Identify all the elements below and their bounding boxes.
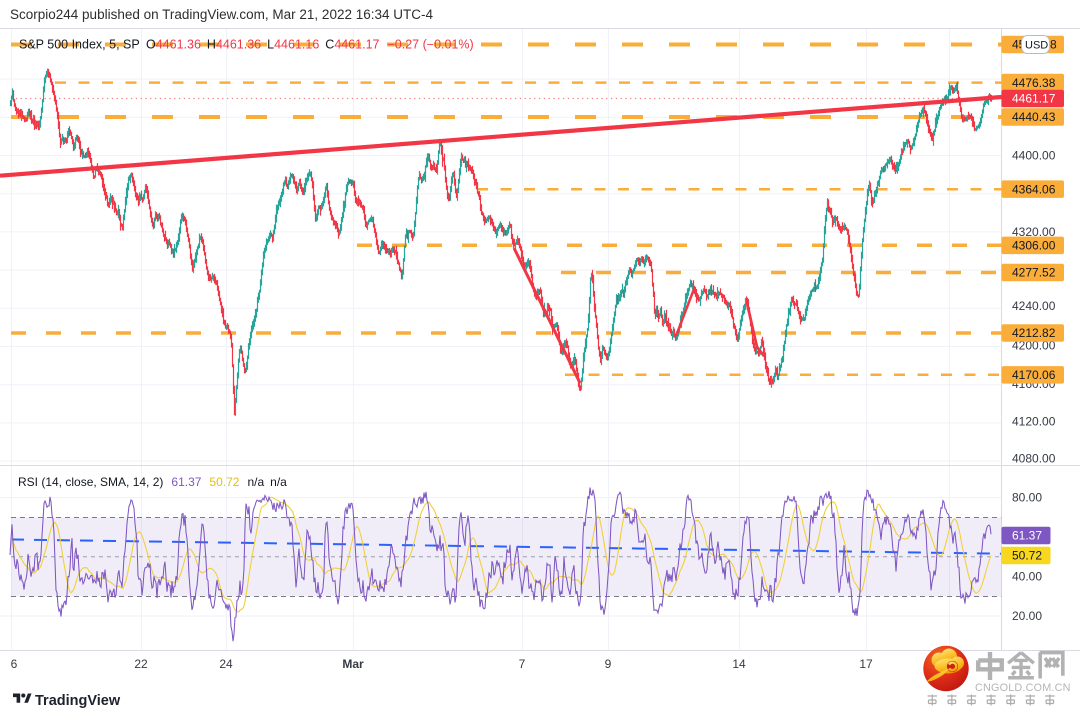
svg-text:50.72: 50.72 [1012,549,1042,563]
svg-text:6: 6 [11,657,18,671]
svg-text:4277.52: 4277.52 [1012,266,1056,280]
svg-text:17: 17 [859,657,873,671]
svg-text:4461.17: 4461.17 [1012,92,1056,106]
svg-text:Mar: Mar [342,657,364,671]
svg-text:RSI (14, close, SMA, 14, 2)61.: RSI (14, close, SMA, 14, 2) 61.37 50.72 n/a… [18,475,287,489]
svg-text:Scorpio244 published on Tradin: Scorpio244 published on TradingView.com,… [10,7,433,22]
svg-text:20.00: 20.00 [1012,609,1042,623]
svg-text:4240.00: 4240.00 [1012,299,1056,313]
svg-text:4080.00: 4080.00 [1012,452,1056,466]
svg-text:24: 24 [219,657,233,671]
svg-text:14: 14 [732,657,746,671]
svg-text:4364.06: 4364.06 [1012,182,1056,196]
svg-text:40.00: 40.00 [1012,570,1042,584]
svg-text:61.37: 61.37 [1012,529,1042,543]
svg-text:4306.00: 4306.00 [1012,239,1056,253]
svg-text:4200.00: 4200.00 [1012,339,1056,353]
svg-text:4170.06: 4170.06 [1012,368,1056,382]
svg-text:8: 8 [1050,38,1057,52]
svg-text:4212.82: 4212.82 [1012,326,1056,340]
svg-text:TradingView: TradingView [35,693,121,709]
svg-text:22: 22 [134,657,148,671]
svg-text:CNGOLD.COM.CN: CNGOLD.COM.CN [975,682,1071,694]
svg-text:4440.43: 4440.43 [1012,110,1056,124]
svg-text:4320.00: 4320.00 [1012,225,1056,239]
svg-text:4476.38: 4476.38 [1012,76,1056,90]
svg-text:80.00: 80.00 [1012,491,1042,505]
svg-text:4120.00: 4120.00 [1012,415,1056,429]
svg-text:USD: USD [1025,39,1048,51]
svg-text:9: 9 [605,657,612,671]
svg-text:7: 7 [519,657,526,671]
svg-text:4400.00: 4400.00 [1012,149,1056,163]
